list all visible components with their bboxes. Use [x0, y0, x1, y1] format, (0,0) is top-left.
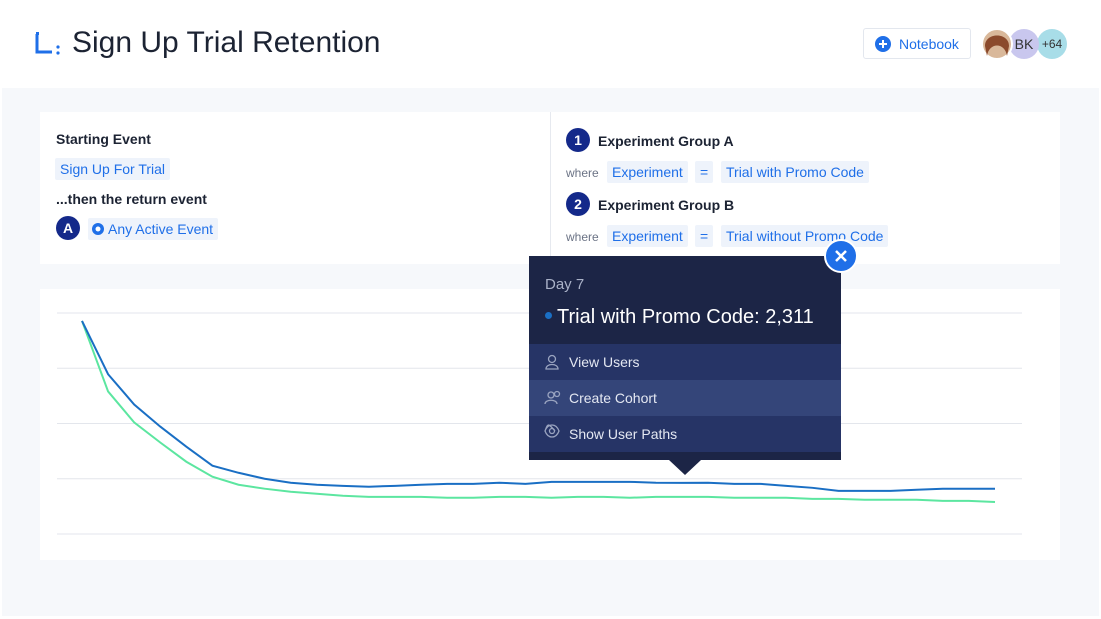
badge: A: [56, 216, 80, 240]
value-tag[interactable]: Trial with Promo Code: [721, 161, 869, 183]
menu-label: Show User Paths: [569, 426, 678, 442]
avatar-count[interactable]: +64: [1037, 29, 1067, 59]
avatar-photo[interactable]: [981, 28, 1013, 60]
menu-icons: [544, 354, 561, 438]
event-tag[interactable]: Any Active Event: [88, 218, 219, 240]
operator-tag[interactable]: =: [695, 161, 714, 183]
query-panel: Starting Event Sign Up For Trial ...then…: [40, 112, 1060, 264]
label: ...then the return event: [56, 191, 207, 207]
badge: 2: [566, 192, 590, 216]
button-label: Notebook: [899, 35, 959, 52]
series-line: [81, 320, 996, 503]
where-label: where: [566, 230, 599, 244]
label: Starting Event: [56, 131, 151, 147]
divider: [550, 112, 551, 264]
close-button[interactable]: [824, 239, 858, 273]
menu-item[interactable]: Create Cohort: [529, 380, 841, 416]
property-tag[interactable]: Experiment: [607, 161, 688, 183]
group-name: Experiment Group B: [598, 197, 735, 213]
tooltip-value: Trial with Promo Code: 2,311: [557, 306, 814, 329]
group-name: Experiment Group A: [598, 133, 734, 149]
property-tag[interactable]: Experiment: [607, 225, 688, 247]
where-label: where: [566, 166, 599, 180]
menu-item[interactable]: Show User Paths: [529, 416, 841, 452]
notebook-button[interactable]: Notebook: [863, 28, 971, 59]
tooltip-label: Trial with Promo Code:: [557, 306, 760, 328]
tooltip: Day 7 Trial with Promo Code: 2,311 View …: [529, 256, 841, 475]
page-title: Sign Up Trial Retention: [72, 26, 381, 59]
operator-tag[interactable]: =: [695, 225, 714, 247]
tooltip-dot: [545, 312, 552, 319]
header: Sign Up Trial Retention Notebook +64 BK: [0, 0, 1101, 88]
tooltip-title: Day 7: [545, 276, 585, 293]
menu-label: View Users: [569, 354, 640, 370]
plus-icon: [875, 36, 891, 52]
tooltip-arrow: [669, 460, 701, 475]
logo: [35, 32, 60, 55]
event-tag[interactable]: Sign Up For Trial: [55, 158, 171, 180]
avatar[interactable]: BK: [1009, 29, 1039, 59]
badge: 1: [566, 128, 590, 152]
event-icon: [92, 223, 104, 235]
menu-item[interactable]: View Users: [529, 344, 841, 380]
series-line: [81, 320, 995, 492]
menu-label: Create Cohort: [569, 390, 657, 406]
tooltip-number: 2,311: [765, 306, 814, 328]
